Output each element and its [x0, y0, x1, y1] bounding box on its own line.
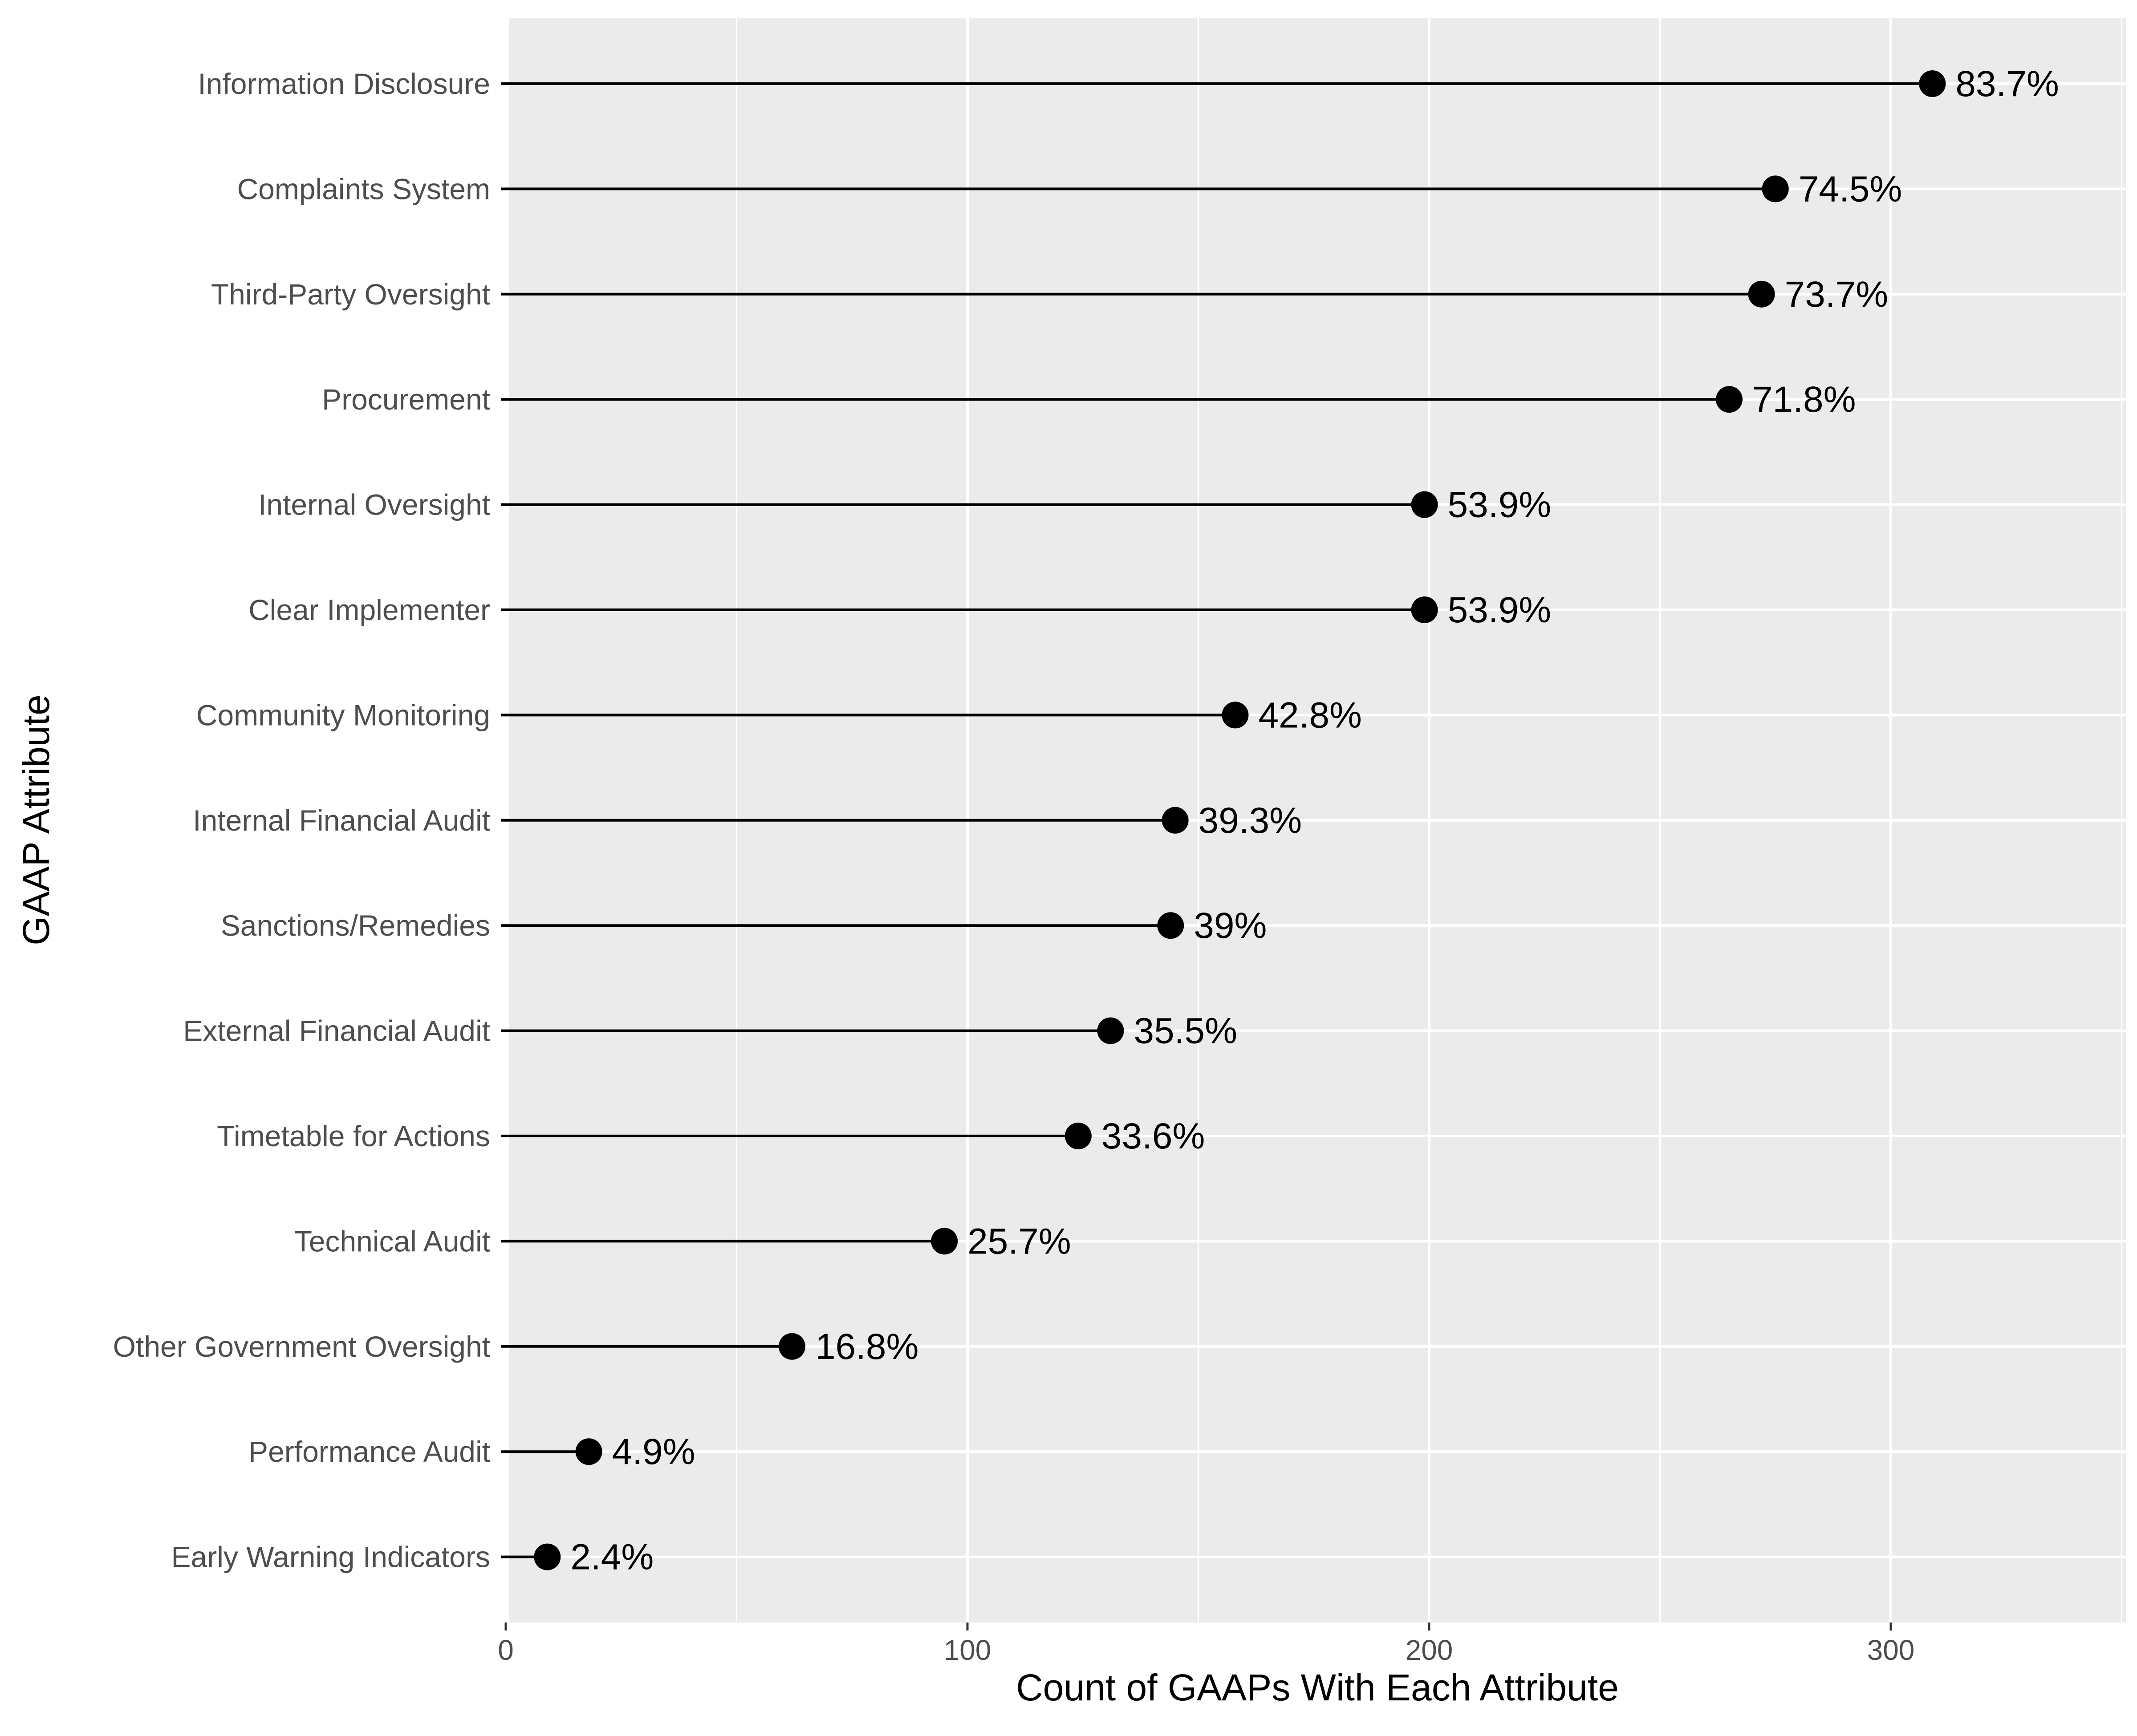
lollipop-dot	[1748, 280, 1775, 308]
data-label: 73.7%	[1785, 274, 1889, 315]
data-label: 71.8%	[1752, 379, 1856, 420]
data-label: 4.9%	[612, 1432, 695, 1472]
x-axis-title: Count of GAAPs With Each Attribute	[1016, 1667, 1619, 1708]
y-axis-title: GAAP Attribute	[15, 694, 57, 945]
y-axis: Information Disclosure Complaints System T…	[113, 67, 509, 1574]
category-label: Complaints System	[237, 172, 490, 205]
lollipop-dot	[1411, 491, 1438, 518]
lollipop-dot	[575, 1438, 602, 1465]
x-tick-label: 300	[1867, 1634, 1915, 1666]
data-label: 53.9%	[1448, 590, 1552, 630]
lollipop-dot	[1162, 807, 1189, 834]
data-label: 42.8%	[1258, 695, 1362, 735]
category-label: Sanctions/Remedies	[221, 909, 490, 942]
data-label: 39.3%	[1199, 800, 1302, 841]
data-label: 74.5%	[1799, 169, 1902, 209]
data-label: 35.5%	[1134, 1011, 1237, 1051]
lollipop-marks: 83.7% 74.5% 73.7% 71.8% 53.9% 53.9% 42.8% 39.3%…	[501, 64, 2059, 1578]
category-label: Third-Party Oversight	[211, 278, 490, 311]
lollipop-dot	[1157, 912, 1184, 939]
category-label: Internal Oversight	[258, 488, 490, 521]
lollipop-dot	[778, 1333, 805, 1360]
category-label: Internal Financial Audit	[193, 804, 490, 837]
category-label: External Financial Audit	[183, 1014, 490, 1047]
category-label: Information Disclosure	[198, 67, 490, 100]
data-label: 2.4%	[570, 1537, 654, 1578]
lollipop-dot	[1222, 702, 1249, 729]
lollipop-dot	[1097, 1017, 1124, 1044]
lollipop-dot	[1064, 1123, 1092, 1149]
lollipop-dot	[931, 1228, 958, 1255]
x-axis: 0 100 200 300	[498, 1622, 1914, 1666]
data-label: 16.8%	[815, 1326, 919, 1367]
category-label: Other Government Oversight	[113, 1330, 490, 1363]
category-label: Procurement	[322, 383, 490, 416]
x-tick-label: 200	[1406, 1634, 1453, 1666]
lollipop-dot	[1919, 70, 1946, 97]
data-label: 53.9%	[1448, 485, 1552, 525]
lollipop-dot	[1411, 596, 1438, 623]
x-tick-label: 0	[498, 1634, 514, 1666]
category-label: Clear Implementer	[248, 593, 490, 626]
data-label: 83.7%	[1955, 64, 2059, 104]
category-label: Technical Audit	[294, 1225, 490, 1257]
category-label: Community Monitoring	[196, 698, 490, 731]
data-label: 39%	[1194, 905, 1267, 946]
data-label: 25.7%	[967, 1221, 1071, 1261]
data-label: 33.6%	[1101, 1116, 1205, 1156]
lollipop-dot	[534, 1543, 561, 1570]
lollipop-dot	[1716, 386, 1743, 413]
category-label: Timetable for Actions	[217, 1119, 490, 1152]
category-label: Early Warning Indicators	[171, 1541, 491, 1574]
lollipop-dot	[1762, 175, 1789, 203]
x-tick-label: 100	[944, 1634, 991, 1666]
category-label: Performance Audit	[248, 1435, 490, 1468]
